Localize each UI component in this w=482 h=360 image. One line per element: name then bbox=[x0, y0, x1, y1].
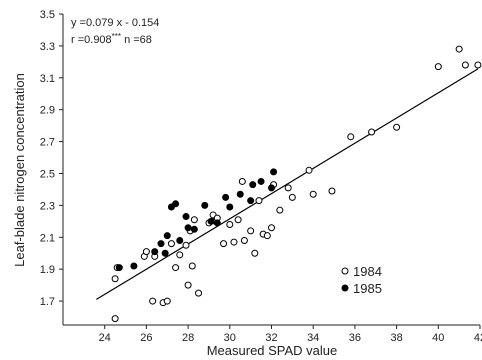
y-tick-label: 2.7 bbox=[40, 137, 55, 149]
data-point-1984 bbox=[309, 190, 317, 198]
data-point-1985 bbox=[115, 264, 123, 272]
y-tick-label: 2.3 bbox=[40, 200, 55, 212]
equation-annotation: y =0.079 x - 0.154 bbox=[71, 17, 159, 29]
x-axis-title: Measured SPAD value bbox=[207, 343, 338, 358]
stats-suffix: n =68 bbox=[121, 34, 152, 46]
y-tick-label: 3.3 bbox=[40, 41, 55, 53]
data-point-1985 bbox=[207, 217, 215, 225]
data-point-1985 bbox=[247, 197, 255, 205]
data-point-1985 bbox=[161, 249, 169, 257]
data-point-1984 bbox=[368, 128, 376, 136]
stats-significance: *** bbox=[112, 32, 121, 41]
data-point-1984 bbox=[184, 281, 192, 289]
data-point-1984 bbox=[190, 216, 198, 224]
data-point-1984 bbox=[305, 166, 313, 174]
data-point-1985 bbox=[182, 213, 190, 221]
legend-label-1984: 1984 bbox=[353, 264, 382, 279]
data-point-1984 bbox=[347, 133, 355, 141]
axis-ticks: 24 26 28 30 32 34 36 38 40 42 1.7 1.9 2.1 2.3 2.5 2.7 2.… bbox=[40, 9, 482, 344]
data-point-1985 bbox=[213, 219, 221, 227]
data-point-1984 bbox=[393, 123, 401, 131]
x-tick-label: 26 bbox=[140, 332, 152, 344]
data-point-1985 bbox=[270, 168, 278, 176]
data-point-1984 bbox=[251, 249, 259, 257]
stats-prefix: r =0.908 bbox=[71, 34, 112, 46]
data-point-1984 bbox=[167, 240, 175, 248]
data-point-1984 bbox=[461, 61, 469, 69]
data-point-1984 bbox=[172, 264, 180, 272]
legend-label-1985: 1985 bbox=[353, 281, 382, 296]
data-point-1985 bbox=[157, 240, 165, 248]
data-point-1984 bbox=[163, 297, 171, 305]
y-tick-label: 3.1 bbox=[40, 73, 55, 85]
regression-line-group bbox=[96, 68, 479, 300]
y-tick-label: 2.1 bbox=[40, 232, 55, 244]
data-point-1984 bbox=[238, 177, 246, 185]
data-point-1984 bbox=[234, 216, 242, 224]
data-point-1984 bbox=[268, 224, 275, 232]
data-point-1985 bbox=[257, 177, 265, 185]
data-points bbox=[111, 45, 482, 323]
y-axis-title: Leaf-blade nitrogen concentration bbox=[12, 73, 27, 267]
x-tick-label: 34 bbox=[307, 332, 319, 344]
data-point-1984 bbox=[276, 206, 284, 214]
y-tick-label: 1.9 bbox=[40, 264, 55, 276]
data-point-1985 bbox=[201, 201, 209, 209]
data-point-1985 bbox=[249, 181, 257, 189]
data-point-1984 bbox=[188, 262, 196, 270]
data-point-1984 bbox=[263, 232, 271, 240]
data-point-1984 bbox=[111, 275, 119, 283]
data-point-1985 bbox=[222, 193, 230, 201]
data-point-1984 bbox=[434, 63, 442, 71]
x-tick-label: 38 bbox=[390, 332, 402, 344]
legend-marker-1984 bbox=[341, 267, 349, 275]
legend-marker-1985 bbox=[341, 284, 349, 292]
data-point-1985 bbox=[172, 200, 180, 208]
data-point-1984 bbox=[226, 221, 234, 229]
x-tick-label: 40 bbox=[432, 332, 444, 344]
x-tick-label: 32 bbox=[265, 332, 277, 344]
x-tick-label: 30 bbox=[224, 332, 236, 344]
data-point-1985 bbox=[184, 224, 192, 232]
data-point-1985 bbox=[268, 184, 275, 192]
y-tick-label: 2.5 bbox=[40, 168, 55, 180]
data-point-1984 bbox=[182, 241, 190, 249]
data-point-1984 bbox=[284, 184, 292, 192]
x-tick-label: 28 bbox=[182, 332, 194, 344]
data-point-1984 bbox=[474, 61, 482, 69]
data-point-1984 bbox=[247, 227, 255, 235]
data-point-1984 bbox=[328, 187, 336, 195]
data-point-1985 bbox=[190, 225, 198, 233]
data-point-1984 bbox=[111, 315, 119, 323]
data-point-1984 bbox=[220, 240, 228, 248]
data-point-1984 bbox=[240, 236, 248, 244]
y-tick-label: 2.9 bbox=[40, 105, 55, 117]
x-tick-label: 24 bbox=[99, 332, 111, 344]
data-point-1984 bbox=[195, 289, 203, 297]
data-point-1985 bbox=[226, 203, 234, 211]
y-tick-label: 3.5 bbox=[40, 9, 55, 21]
data-point-1984 bbox=[288, 193, 296, 201]
data-point-1984 bbox=[176, 251, 184, 259]
data-point-1985 bbox=[151, 248, 159, 256]
data-point-1984 bbox=[230, 238, 238, 246]
data-point-1984 bbox=[455, 45, 463, 53]
data-point-1984 bbox=[255, 197, 263, 205]
data-point-1985 bbox=[236, 190, 244, 198]
data-point-1985 bbox=[130, 262, 138, 270]
regression-line bbox=[96, 68, 479, 300]
y-tick-label: 1.7 bbox=[40, 296, 55, 308]
stats-annotation: r =0.908*** n =68 bbox=[71, 32, 152, 46]
data-point-1984 bbox=[142, 248, 150, 256]
data-point-1984 bbox=[149, 297, 157, 305]
data-point-1985 bbox=[163, 232, 171, 240]
x-tick-label: 42 bbox=[474, 332, 482, 344]
x-tick-label: 36 bbox=[349, 332, 361, 344]
data-point-1985 bbox=[176, 236, 184, 244]
